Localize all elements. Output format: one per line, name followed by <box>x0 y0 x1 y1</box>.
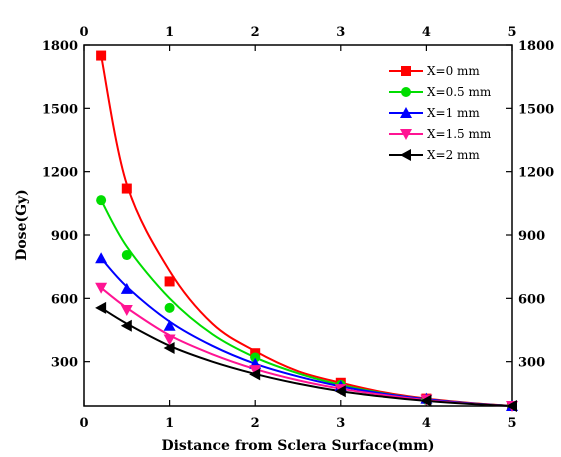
data-point-series-2 <box>163 319 176 331</box>
x-tick-label-bottom: 0 <box>79 416 88 431</box>
y-tick-label-left: 1200 <box>42 166 78 181</box>
data-point-series-1 <box>96 195 107 206</box>
y-tick-label-right: 900 <box>518 229 545 244</box>
x-tick-label-bottom: 4 <box>422 416 431 431</box>
y-tick-label-left: 1800 <box>42 39 78 54</box>
data-point-series-3 <box>249 365 262 377</box>
x-tick-label-top: 0 <box>79 25 88 40</box>
x-tick-label-top: 3 <box>336 25 345 40</box>
legend-label: X=0.5 mm <box>427 85 492 99</box>
plot-frame <box>83 44 513 407</box>
data-point-series-4 <box>420 394 432 407</box>
x-tick-label-bottom: 1 <box>165 416 174 431</box>
legend-label: X=0 mm <box>427 64 480 78</box>
y-tick-label-right: 1500 <box>518 102 554 117</box>
data-point-series-4 <box>95 301 107 314</box>
legend: X=0 mm X=0.5 mm X=1 mm X=1.5 mm X=2 mm <box>389 64 492 162</box>
x-tick-label-bottom: 3 <box>336 416 345 431</box>
data-point-series-2 <box>120 282 133 294</box>
y-tick-label-left: 1500 <box>42 102 78 117</box>
data-point-series-4 <box>249 368 261 381</box>
data-point-series-3 <box>95 282 108 294</box>
fit-curve-series-1 <box>100 199 513 407</box>
fit-curve-series-3 <box>100 286 513 407</box>
x-axis-title: Distance from Sclera Surface(mm) <box>161 438 434 454</box>
data-point-series-4 <box>163 341 175 354</box>
x-tick-label-top: 5 <box>507 25 516 40</box>
data-point-series-1 <box>164 302 175 313</box>
y-tick-label-right: 300 <box>518 356 545 371</box>
data-point-series-3 <box>120 304 133 316</box>
data-point-series-0 <box>96 50 107 61</box>
data-point-series-4 <box>506 400 517 412</box>
data-point-series-4 <box>120 319 132 332</box>
data-point-series-1 <box>250 352 261 363</box>
y-tick-label-left: 600 <box>51 292 78 307</box>
x-tick-label-top: 1 <box>165 25 174 40</box>
legend-label: X=1.5 mm <box>427 127 492 141</box>
y-tick-label-right: 600 <box>518 292 545 307</box>
legend-label: X=2 mm <box>427 148 480 162</box>
legend-marker <box>400 149 411 161</box>
x-tick-label-top: 4 <box>422 25 431 40</box>
legend-marker <box>400 129 412 140</box>
data-point-series-1 <box>121 250 132 261</box>
data-points <box>95 50 518 412</box>
y-tick-label-left: 900 <box>51 229 78 244</box>
legend-label: X=1 mm <box>427 106 480 120</box>
x-tick-label-bottom: 5 <box>507 416 516 431</box>
data-point-series-3 <box>163 334 176 346</box>
fit-curves <box>100 55 513 407</box>
fit-curve-series-4 <box>100 306 513 407</box>
legend-marker <box>401 87 411 97</box>
y-tick-label-right: 1800 <box>518 39 554 54</box>
legend-marker <box>401 66 411 76</box>
data-point-series-4 <box>334 385 346 398</box>
y-tick-label-right: 1200 <box>518 166 554 181</box>
data-point-series-0 <box>164 276 175 287</box>
data-point-series-2 <box>95 252 108 264</box>
ticks-layer: 0 0 1 1 2 2 3 3 4 4 5 5 300 300 600 600 900 900 1200 1200 15… <box>42 25 554 431</box>
legend-marker <box>400 107 412 118</box>
x-tick-label-bottom: 2 <box>251 416 260 431</box>
y-axis-title: Dose(Gy) <box>14 189 30 261</box>
data-point-series-0 <box>121 183 132 194</box>
x-tick-label-top: 2 <box>251 25 260 40</box>
y-tick-label-left: 300 <box>51 356 78 371</box>
